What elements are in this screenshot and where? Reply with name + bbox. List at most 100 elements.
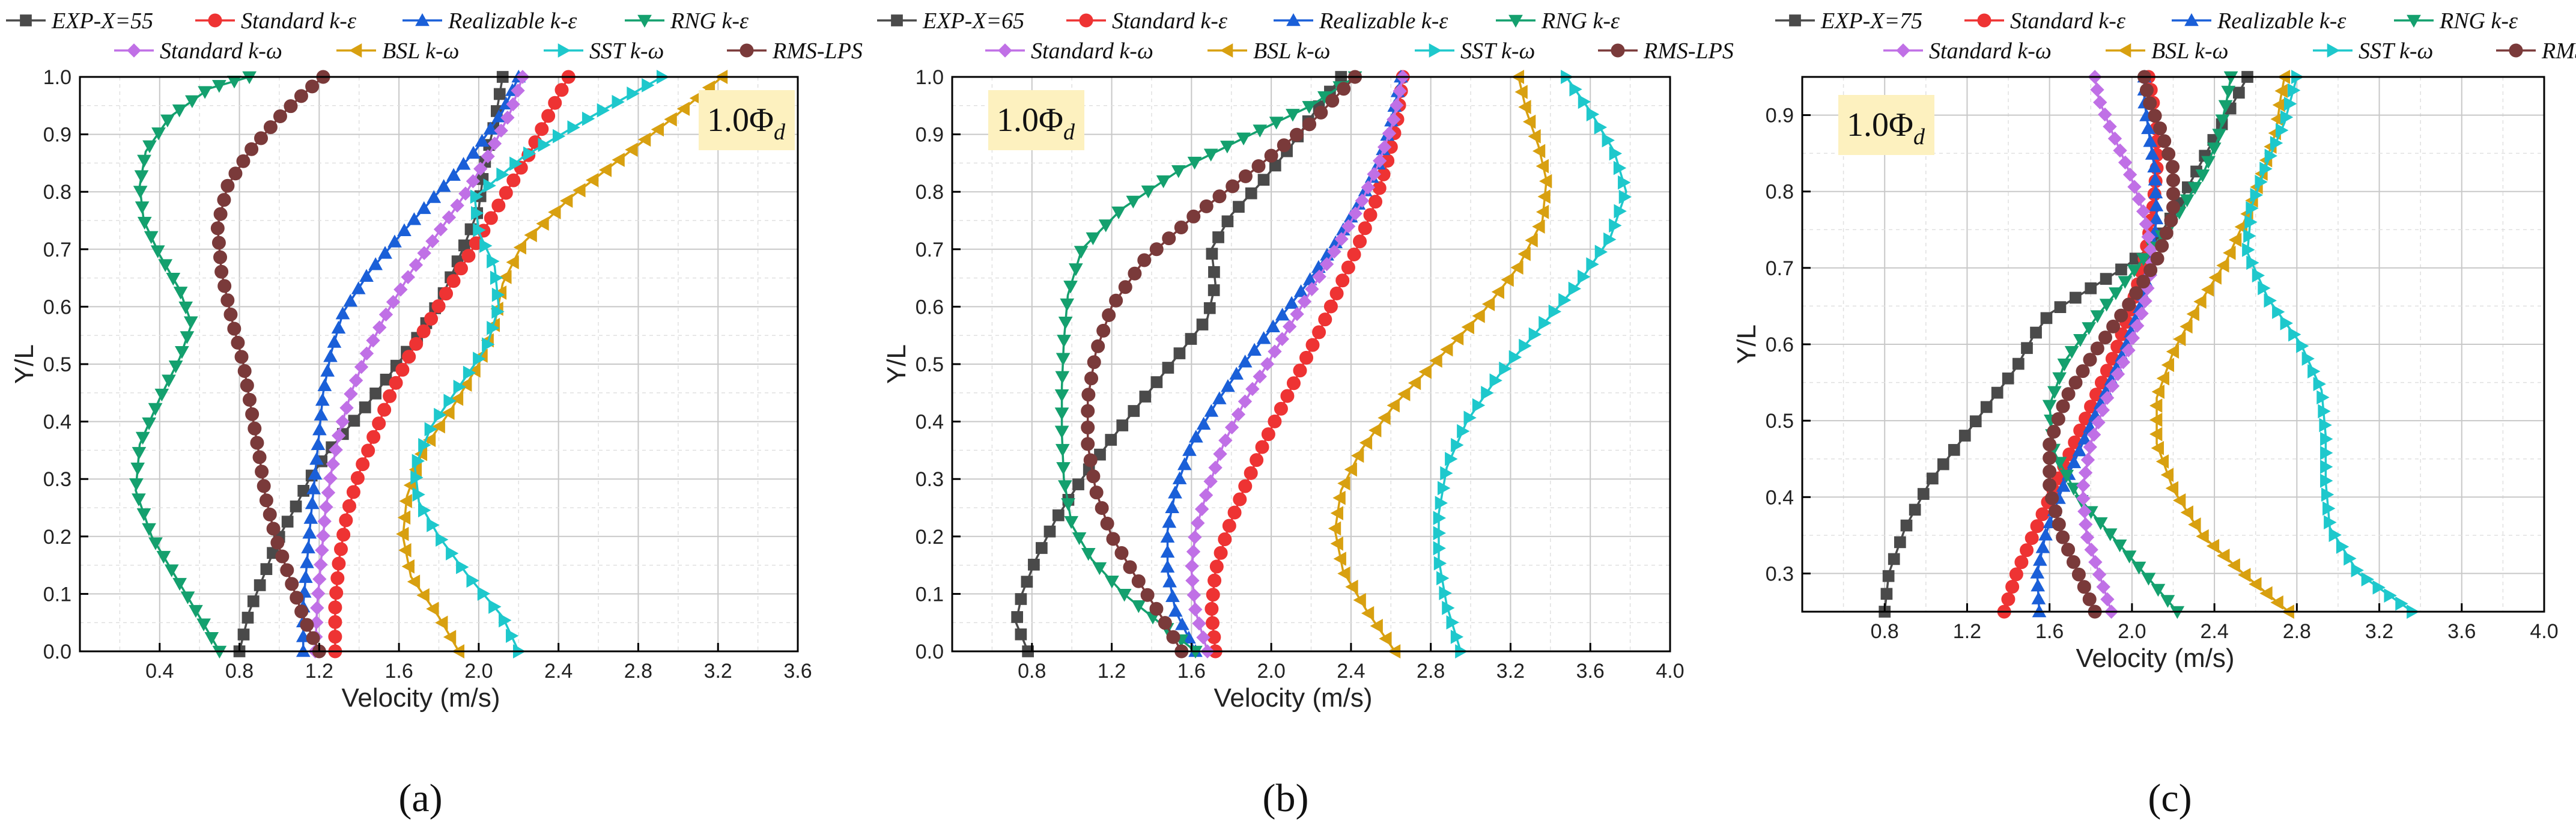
data-point: [1297, 294, 1312, 309]
y-tick-label: 0.8: [1766, 181, 1794, 204]
data-point: [2054, 301, 2067, 313]
data-point: [162, 374, 176, 388]
data-point: [315, 543, 329, 558]
data-point: [1054, 407, 1069, 421]
data-point: [1286, 376, 1301, 391]
series-rng: [129, 71, 257, 659]
data-point: [2307, 364, 2321, 379]
data-point: [1220, 141, 1235, 154]
data-point: [1446, 615, 1459, 630]
data-point: [308, 466, 323, 480]
data-point: [2151, 583, 2166, 597]
data-point: [1491, 284, 1504, 299]
legend-label: RMS-LPS: [772, 38, 863, 64]
data-point: [523, 146, 536, 161]
data-point: [1128, 266, 1142, 281]
data-point: [1186, 544, 1201, 559]
data-point: [2057, 358, 2072, 372]
legend-swatch-marker: [2407, 14, 2421, 28]
data-point: [407, 574, 421, 589]
data-point: [1293, 284, 1308, 297]
data-point: [2280, 315, 2293, 330]
data-point: [240, 378, 254, 392]
data-point: [2148, 109, 2162, 123]
data-point: [2242, 242, 2255, 257]
condition-badge-label: 1.0Φd: [1847, 106, 1925, 150]
data-point: [2106, 319, 2121, 333]
data-point: [189, 604, 203, 618]
data-point: [2288, 327, 2301, 342]
data-point: [1586, 257, 1599, 272]
data-point: [424, 311, 439, 326]
y-tick-label: 0.6: [916, 296, 944, 318]
data-point: [1450, 630, 1464, 644]
data-point: [335, 306, 350, 320]
data-point: [285, 577, 299, 591]
data-point: [2112, 539, 2127, 553]
data-point: [1123, 560, 1137, 574]
data-point: [2052, 457, 2067, 470]
data-point: [481, 149, 495, 163]
data-point: [263, 120, 278, 135]
data-point: [2296, 338, 2309, 353]
data-point: [2212, 129, 2227, 142]
data-point: [359, 401, 371, 413]
data-point: [2131, 192, 2146, 207]
data-point: [1522, 114, 1536, 129]
data-point: [459, 377, 472, 392]
data-point: [2147, 159, 2162, 173]
data-point: [500, 111, 515, 125]
data-point: [2071, 567, 2086, 582]
y-tick-label: 0.5: [43, 353, 71, 376]
data-point: [259, 493, 273, 508]
data-point: [2114, 308, 2128, 323]
data-point: [1958, 430, 1971, 442]
y-tick-label: 0.8: [916, 181, 944, 204]
legend-swatch-marker: [1789, 14, 1801, 26]
data-point: [1098, 219, 1113, 233]
y-tick-label: 0.0: [43, 641, 71, 663]
data-point: [1387, 398, 1400, 413]
data-point: [2107, 131, 2122, 146]
data-point: [142, 140, 157, 153]
condition-badge-label: 1.0Φd: [707, 102, 786, 145]
data-point: [1264, 148, 1278, 163]
data-point: [1185, 333, 1197, 345]
data-point: [2221, 85, 2236, 99]
data-point: [1238, 355, 1253, 368]
data-point: [343, 294, 358, 307]
panel-caption: (a): [398, 776, 442, 820]
data-point: [409, 336, 424, 351]
data-point: [2344, 551, 2357, 566]
data-point: [344, 386, 358, 401]
data-point: [2109, 287, 2123, 300]
data-point: [1186, 209, 1201, 224]
data-point: [1548, 304, 1562, 319]
legend-item-ske: Standard k-ε: [1964, 8, 2125, 34]
data-point: [2096, 580, 2110, 594]
data-point: [1472, 308, 1485, 323]
data-point: [1980, 401, 1993, 413]
data-point: [1218, 532, 1232, 546]
data-point: [2153, 121, 2167, 136]
data-point: [1209, 559, 1224, 574]
data-point: [2246, 201, 2259, 216]
x-tick-label: 1.2: [305, 660, 333, 683]
data-point: [1137, 253, 1152, 267]
data-point: [2361, 572, 2374, 587]
data-point: [1060, 298, 1075, 312]
data-point: [316, 528, 330, 543]
condition-badge-label: 1.0Φd: [997, 102, 1075, 145]
condition-badge: [1838, 95, 1934, 155]
data-point: [1205, 616, 1220, 630]
data-point: [2021, 342, 2033, 355]
series-skw: [1185, 70, 1410, 659]
data-point: [442, 210, 457, 225]
data-point: [290, 500, 302, 513]
data-point: [2122, 297, 2136, 312]
data-point: [227, 321, 242, 336]
data-point: [2150, 251, 2164, 266]
data-point: [2061, 543, 2076, 557]
data-point: [180, 331, 195, 344]
data-point: [506, 255, 519, 270]
